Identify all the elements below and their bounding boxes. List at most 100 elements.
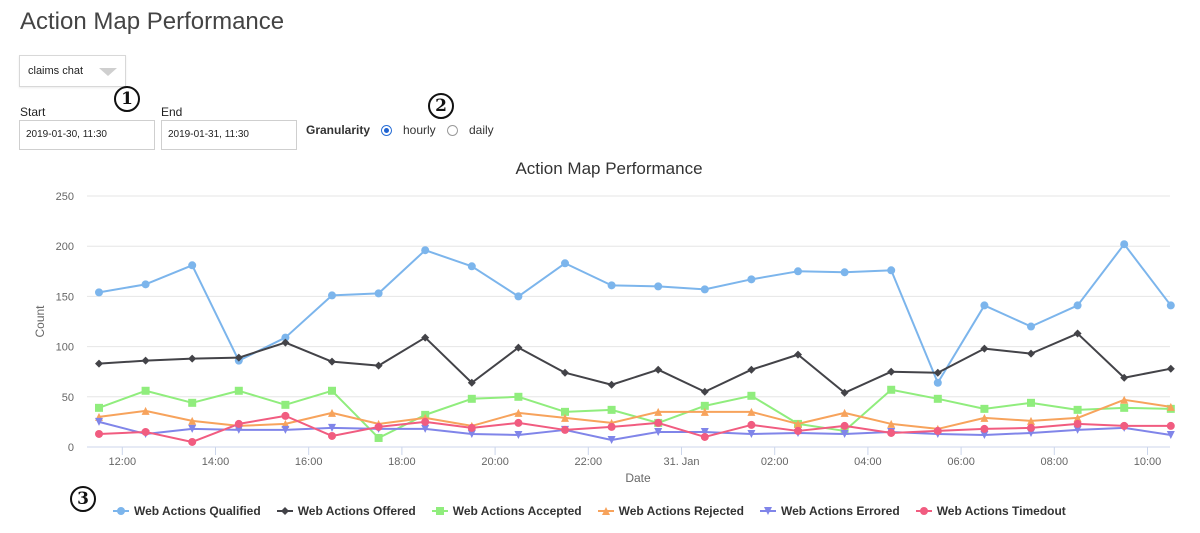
data-point-web-actions-qualified bbox=[328, 291, 336, 300]
data-point-web-actions-qualified bbox=[1120, 240, 1129, 249]
end-date-input[interactable]: 2019-01-31, 11:30 bbox=[161, 120, 297, 150]
data-point-web-actions-qualified bbox=[980, 301, 989, 310]
data-point-web-actions-rejected bbox=[514, 408, 523, 417]
legend-marker bbox=[280, 507, 289, 515]
chart-legend: Web Actions Qualified Web Actions Offered… bbox=[113, 501, 1082, 521]
y-tick-label: 150 bbox=[56, 291, 74, 303]
legend-item-web-actions-timedout[interactable]: Web Actions Timedout bbox=[915, 504, 1066, 518]
legend-symbol-web-actions-errored bbox=[760, 507, 776, 515]
data-point-web-actions-timedout bbox=[281, 411, 290, 420]
data-point-web-actions-accepted bbox=[234, 386, 243, 395]
data-point-web-actions-timedout bbox=[933, 426, 942, 435]
action-map-performance-chart: Action Map Performance 0 50 100 150 200 250 12:… bbox=[33, 159, 1175, 485]
data-point-web-actions-accepted bbox=[1073, 405, 1082, 414]
data-point-web-actions-accepted bbox=[374, 433, 383, 442]
daily-radio[interactable] bbox=[447, 125, 458, 136]
data-point-web-actions-rejected bbox=[1027, 416, 1035, 425]
x-tick-label: 12:00 bbox=[109, 456, 137, 468]
legend-marker bbox=[435, 507, 444, 515]
x-tick-label: 02:00 bbox=[761, 456, 789, 468]
legend-marker bbox=[764, 507, 772, 515]
data-point-web-actions-rejected bbox=[188, 416, 197, 425]
hourly-radio[interactable] bbox=[381, 125, 392, 136]
data-point-web-actions-timedout bbox=[188, 437, 197, 446]
data-point-web-actions-timedout bbox=[374, 422, 383, 431]
data-point-web-actions-offered bbox=[607, 380, 616, 389]
data-point-web-actions-qualified bbox=[933, 378, 942, 387]
legend-item-web-actions-offered[interactable]: Web Actions Offered bbox=[276, 504, 416, 518]
data-point-web-actions-errored bbox=[654, 427, 663, 436]
data-point-web-actions-offered bbox=[1073, 329, 1082, 338]
x-tick-label: 20:00 bbox=[481, 456, 509, 468]
data-point-web-actions-rejected bbox=[700, 407, 709, 416]
data-point-web-actions-errored bbox=[328, 423, 336, 432]
data-point-web-actions-rejected bbox=[1120, 395, 1129, 404]
data-point-web-actions-accepted bbox=[467, 394, 476, 403]
legend-label: Web Actions Rejected bbox=[618, 504, 744, 518]
legend-item-web-actions-rejected[interactable]: Web Actions Rejected bbox=[597, 504, 744, 518]
data-point-web-actions-errored bbox=[747, 429, 756, 438]
action-map-select-value: claims chat bbox=[28, 65, 84, 77]
data-point-web-actions-errored bbox=[421, 424, 430, 433]
data-point-web-actions-offered bbox=[1027, 349, 1035, 358]
data-point-web-actions-errored bbox=[840, 429, 849, 438]
action-map-select[interactable]: claims chat bbox=[19, 55, 126, 87]
legend-item-web-actions-accepted[interactable]: Web Actions Accepted bbox=[431, 504, 582, 518]
data-point-web-actions-timedout bbox=[514, 418, 523, 427]
data-point-web-actions-rejected bbox=[281, 419, 290, 428]
legend-marker bbox=[919, 507, 928, 515]
legend-label: Web Actions Timedout bbox=[936, 504, 1066, 518]
data-point-web-actions-qualified bbox=[1027, 322, 1035, 331]
data-point-web-actions-offered bbox=[794, 350, 802, 359]
data-point-web-actions-offered bbox=[654, 365, 663, 374]
data-point-web-actions-accepted bbox=[95, 403, 103, 412]
data-point-web-actions-timedout bbox=[328, 431, 336, 440]
data-point-web-actions-offered bbox=[328, 357, 336, 366]
data-point-web-actions-qualified bbox=[1166, 301, 1175, 310]
data-point-web-actions-accepted bbox=[188, 398, 197, 407]
page-title: Action Map Performance bbox=[20, 8, 285, 35]
data-point-web-actions-errored bbox=[95, 417, 103, 426]
data-point-web-actions-accepted bbox=[887, 385, 896, 394]
x-tick-label: 04:00 bbox=[854, 456, 882, 468]
legend-symbol-web-actions-accepted bbox=[431, 507, 448, 515]
data-point-web-actions-accepted bbox=[514, 392, 523, 401]
series-line-web-actions-errored bbox=[98, 420, 1171, 441]
data-point-web-actions-timedout bbox=[607, 422, 616, 431]
data-point-web-actions-accepted bbox=[1027, 398, 1035, 407]
start-date-input[interactable]: 2019-01-30, 11:30 bbox=[19, 120, 155, 150]
legend-item-web-actions-errored[interactable]: Web Actions Errored bbox=[760, 504, 900, 518]
data-point-web-actions-qualified bbox=[374, 289, 383, 298]
data-point-web-actions-rejected bbox=[328, 408, 336, 417]
data-point-web-actions-qualified bbox=[281, 333, 290, 342]
series-line-web-actions-offered bbox=[98, 332, 1171, 394]
data-point-web-actions-timedout bbox=[887, 428, 896, 437]
data-point-web-actions-timedout bbox=[654, 418, 663, 427]
legend-item-web-actions-qualified[interactable]: Web Actions Qualified bbox=[113, 504, 261, 518]
data-point-web-actions-rejected bbox=[654, 407, 663, 416]
y-tick-label: 200 bbox=[56, 241, 74, 253]
data-point-web-actions-offered bbox=[234, 353, 243, 362]
x-tick-label: 31. Jan bbox=[663, 456, 699, 468]
series-line-web-actions-qualified bbox=[98, 243, 1172, 384]
series-line-web-actions-rejected bbox=[98, 398, 1171, 430]
daily-radio-label[interactable]: daily bbox=[469, 123, 494, 137]
data-point-web-actions-accepted bbox=[980, 404, 989, 413]
data-point-web-actions-rejected bbox=[141, 406, 150, 415]
data-point-web-actions-errored bbox=[281, 425, 290, 434]
hourly-radio-label[interactable]: hourly bbox=[403, 123, 436, 137]
data-point-web-actions-offered bbox=[141, 356, 150, 365]
y-axis-title: Count bbox=[33, 305, 47, 338]
legend-symbol-web-actions-rejected bbox=[597, 507, 614, 515]
data-point-web-actions-offered bbox=[95, 359, 103, 368]
x-tick-label: 08:00 bbox=[1041, 456, 1069, 468]
legend-marker bbox=[601, 507, 610, 515]
data-point-web-actions-errored bbox=[188, 424, 197, 433]
data-point-web-actions-errored bbox=[234, 425, 243, 434]
annotation-marker-1: 1 bbox=[114, 86, 140, 112]
granularity-label: Granularity bbox=[306, 123, 371, 137]
data-point-web-actions-offered bbox=[980, 344, 989, 353]
annotation-marker-3: 3 bbox=[70, 486, 96, 512]
data-point-web-actions-offered bbox=[421, 333, 430, 342]
data-point-web-actions-timedout bbox=[700, 432, 709, 441]
